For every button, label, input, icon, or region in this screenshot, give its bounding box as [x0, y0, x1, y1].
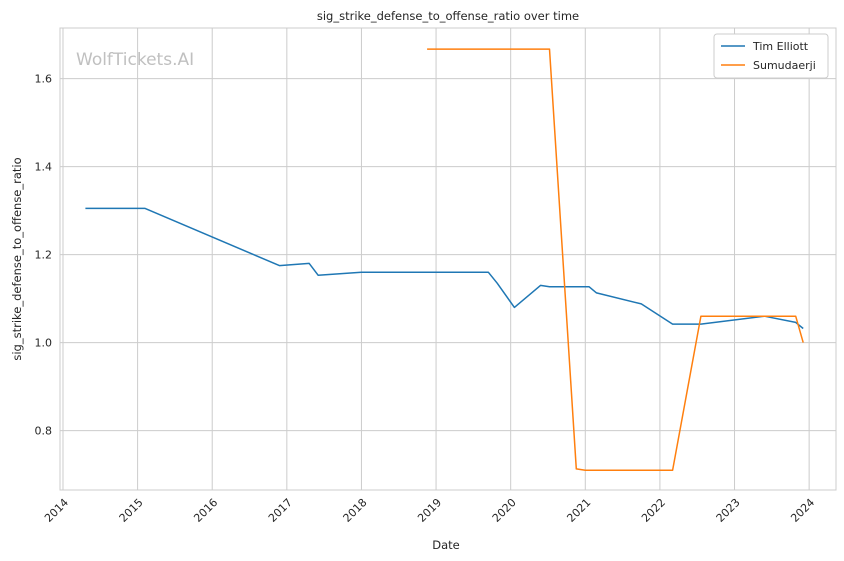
x-tick-label: 2022	[639, 496, 668, 525]
x-tick-label: 2018	[341, 496, 370, 525]
legend-box	[713, 33, 829, 79]
legend-label-sumudaerji: Sumudaerji	[753, 59, 816, 72]
y-axis-label: sig_strike_defense_to_offense_ratio	[10, 157, 24, 360]
y-tick-label: 1.0	[35, 337, 53, 350]
x-tick-label: 2024	[788, 496, 817, 525]
x-tick-labels: 2014 2015 2016 2017 2018 2019 2020 2021 2022 2023…	[42, 496, 817, 525]
series-layer	[85, 48, 804, 471]
y-tick-label: 0.8	[35, 425, 53, 438]
y-grid	[60, 78, 836, 432]
x-tick-label: 2017	[266, 496, 295, 525]
x-tick-label: 2023	[714, 496, 743, 525]
x-tick-label: 2020	[490, 496, 519, 525]
y-tick-label: 1.4	[35, 161, 53, 174]
legend: Tim Elliott Sumudaerji	[713, 33, 829, 79]
x-grid	[62, 28, 810, 490]
x-tick-label: 2021	[564, 496, 593, 525]
x-tick-label: 2019	[415, 496, 444, 525]
x-tick-label: 2016	[191, 496, 220, 525]
x-tick-label: 2014	[42, 496, 71, 525]
plot-background	[60, 28, 836, 490]
chart-title: sig_strike_defense_to_offense_ratio over…	[317, 9, 579, 23]
legend-label-tim-elliott: Tim Elliott	[752, 40, 809, 53]
watermark: WolfTickets.AI	[76, 50, 194, 70]
y-tick-labels: 0.8 1.0 1.2 1.4 1.6	[35, 73, 53, 438]
series-line-sumudaerji	[427, 48, 804, 471]
plot-frame	[59, 27, 837, 491]
y-tick-label: 1.2	[35, 249, 53, 262]
y-tick-label: 1.6	[35, 73, 53, 86]
x-axis-label: Date	[432, 538, 460, 552]
x-tick-label: 2015	[117, 496, 146, 525]
series-line-tim-elliott	[85, 207, 804, 330]
